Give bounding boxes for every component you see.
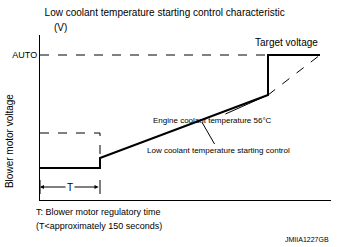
svg-text:Low coolant temperature starti: Low coolant temperature starting control [147,146,290,155]
svg-text:T: Blower motor regulatory tim: T: Blower motor regulatory time [36,207,161,217]
svg-text:(T<approximately 150 seconds): (T<approximately 150 seconds) [36,221,162,231]
svg-text:Blower motor voltage: Blower motor voltage [4,94,15,188]
svg-text:Target voltage: Target voltage [255,37,318,48]
svg-text:JMIIA1227GB: JMIIA1227GB [285,236,329,243]
svg-text:AUTO: AUTO [12,50,37,60]
svg-text:Engine coolant temperature 56°: Engine coolant temperature 56°C [153,116,272,125]
svg-text:(V): (V) [54,22,67,33]
svg-text:T: T [67,182,73,193]
svg-text:Low coolant temperature starti: Low coolant temperature starting control… [45,7,285,18]
